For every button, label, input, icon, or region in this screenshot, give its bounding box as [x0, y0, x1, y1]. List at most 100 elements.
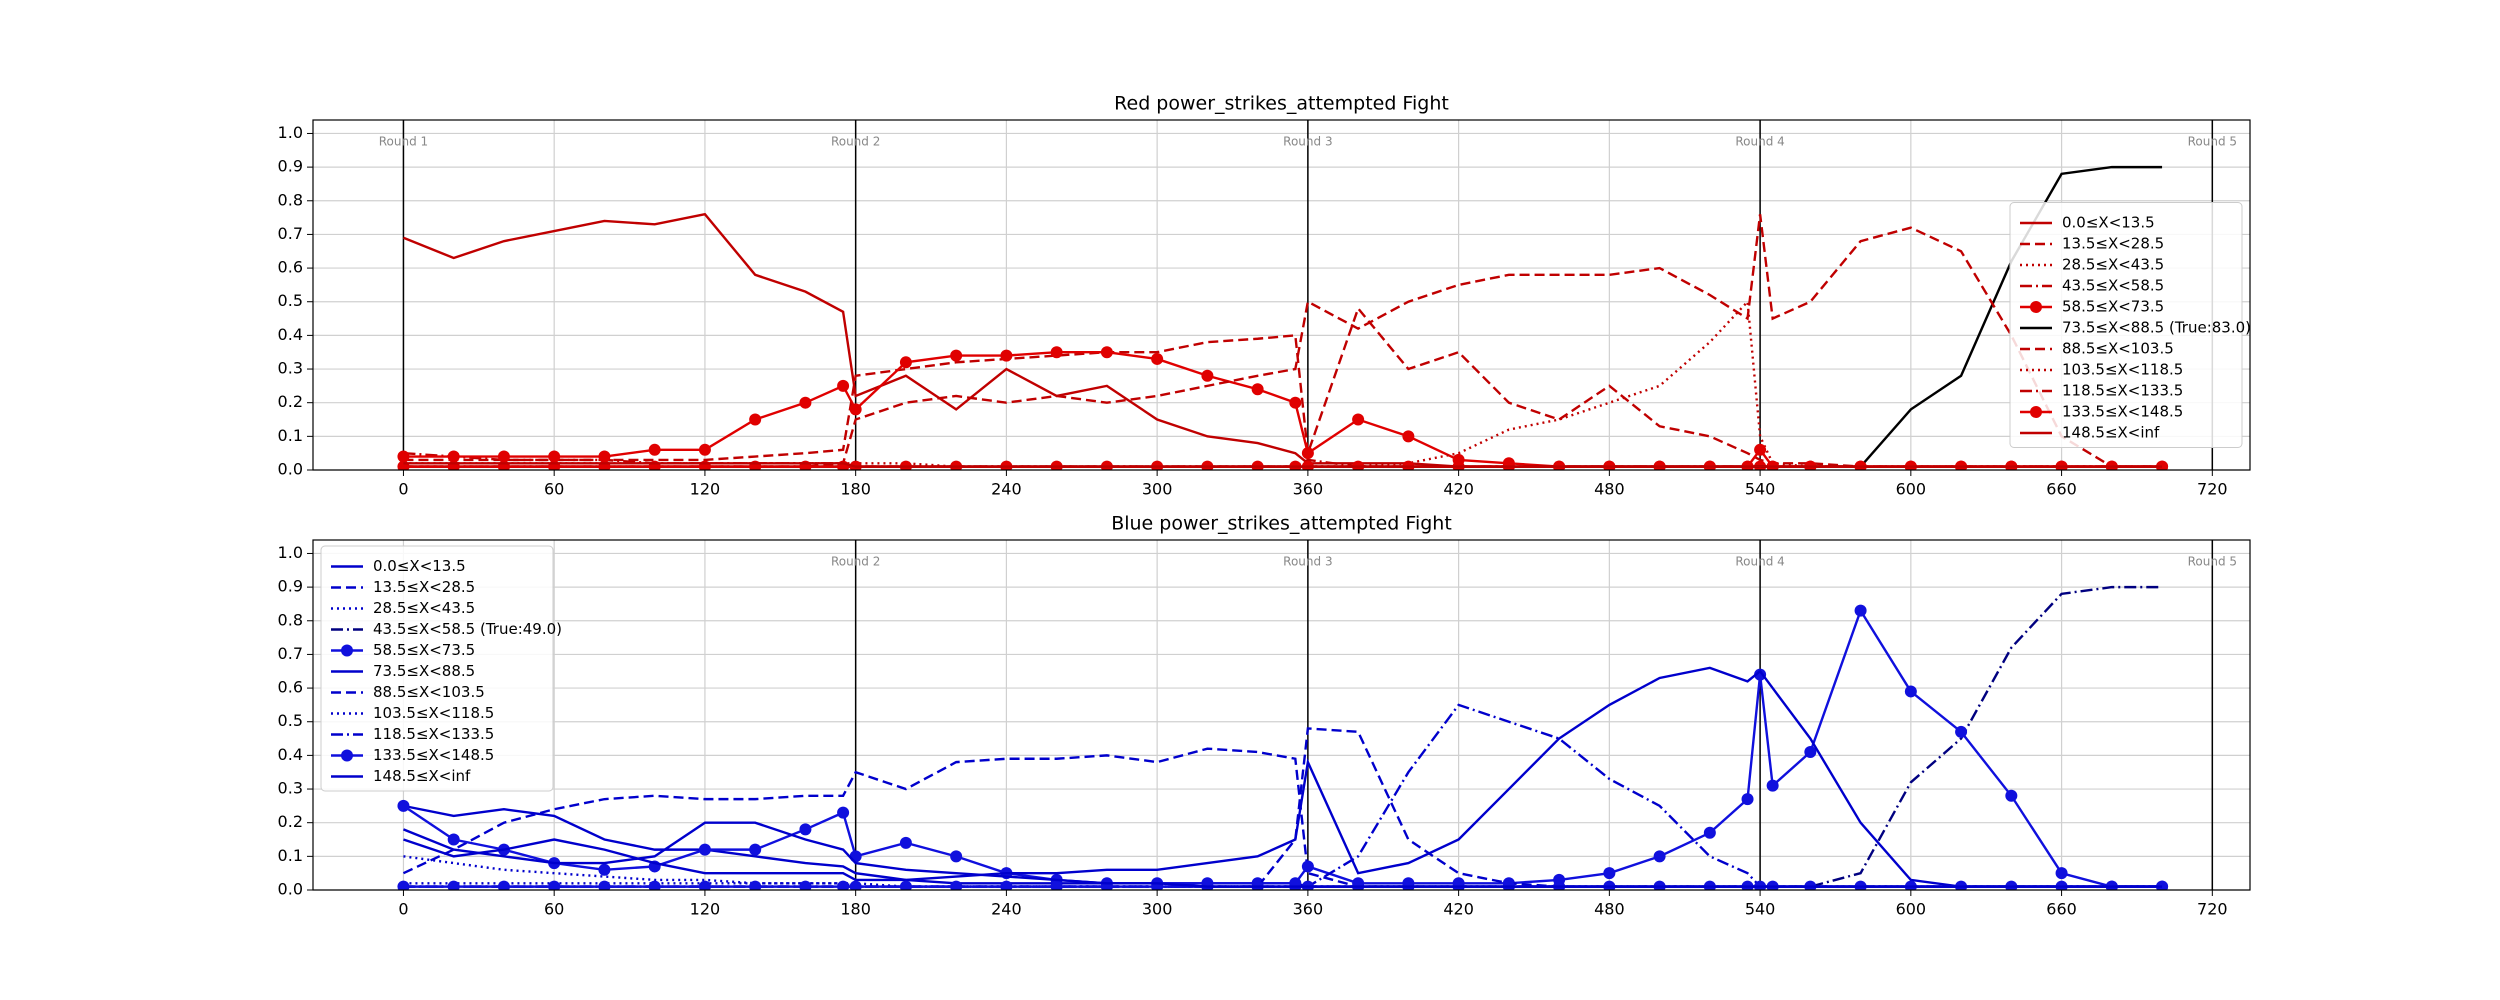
x-tick-label: 600 [1896, 900, 1927, 919]
x-tick-label: 360 [1293, 900, 1324, 919]
x-tick-label: 420 [1443, 900, 1474, 919]
point [1653, 850, 1666, 863]
round-label: Round 5 [2188, 555, 2237, 569]
legend-marker [2030, 406, 2042, 418]
point [1754, 443, 1767, 456]
legend-label: 43.5≤X<58.5 (True:49.0) [373, 620, 562, 638]
legend: 0.0≤X<13.5 13.5≤X<28.5 28.5≤X<43.5 43.5≤X<5… [2009, 202, 2251, 448]
legend: 0.0≤X<13.5 13.5≤X<28.5 28.5≤X<43.5 43.5≤X<5… [320, 545, 562, 792]
x-tick-label: 600 [1896, 480, 1927, 499]
point [1100, 346, 1113, 359]
legend-label: 133.5≤X<148.5 [2062, 403, 2183, 421]
point [497, 450, 510, 463]
legend-label: 103.5≤X<118.5 [2062, 361, 2183, 379]
point [1000, 880, 1013, 890]
point [837, 880, 850, 890]
point [837, 806, 850, 819]
y-tick-label: 0.8 [278, 610, 303, 629]
series-line [403, 214, 2163, 468]
x-tick-label: 0 [398, 480, 408, 499]
round-label: Round 5 [2188, 135, 2237, 149]
point [1955, 725, 1968, 738]
point [1301, 447, 1314, 460]
point [698, 880, 711, 890]
y-tick-label: 0.7 [278, 224, 303, 243]
x-tick-label: 540 [1745, 900, 1776, 919]
legend-label: 43.5≤X<58.5 [2062, 277, 2164, 295]
x-tick-label: 360 [1293, 480, 1324, 499]
point [837, 379, 850, 392]
point [849, 880, 862, 890]
x-tick-label: 480 [1594, 480, 1625, 499]
y-tick-label: 0.3 [278, 359, 303, 378]
legend-marker [341, 644, 353, 657]
point [2005, 789, 2018, 802]
y-tick-label: 0.7 [278, 644, 303, 663]
point [1766, 779, 1779, 792]
series-line [403, 462, 2163, 468]
legend-box [320, 545, 554, 792]
point [1741, 793, 1754, 806]
point [598, 880, 611, 890]
legend-label: 13.5≤X<28.5 [373, 578, 475, 596]
series-line [402, 607, 2163, 888]
legend-label: 88.5≤X<103.5 [373, 683, 485, 701]
point [397, 880, 410, 890]
x-tick-label: 660 [2046, 900, 2077, 919]
series-line [402, 821, 2163, 888]
point [799, 823, 812, 836]
point [1151, 352, 1164, 365]
legend-label: 28.5≤X<43.5 [373, 599, 475, 617]
round-label: Round 4 [1735, 555, 1784, 569]
point [799, 880, 812, 890]
legend-label: 148.5≤X<inf [373, 767, 471, 785]
x-tick-label: 420 [1443, 480, 1474, 499]
round-label: Round 3 [1283, 135, 1332, 149]
x-tick-label: 60 [544, 900, 564, 919]
point [447, 833, 460, 846]
x-tick-label: 240 [991, 480, 1022, 499]
y-tick-label: 0.6 [278, 678, 303, 697]
point [849, 850, 862, 863]
point [598, 863, 611, 876]
y-tick-label: 1.0 [278, 123, 303, 142]
point [2055, 867, 2068, 880]
point [1301, 860, 1314, 873]
legend-label: 88.5≤X<103.5 [2062, 340, 2174, 358]
point [1703, 826, 1716, 839]
series-line [403, 585, 2163, 888]
x-tick-label: 240 [991, 900, 1022, 919]
plot-area [313, 540, 2250, 890]
y-tick-label: 0.4 [278, 325, 303, 344]
point [1201, 369, 1214, 382]
axes: 0.0 0.1 0.2 0.3 0.4 0.5 0.6 0.7 0.8 0.9 1.0 0 60 120 1… [278, 513, 2251, 919]
point [899, 880, 912, 890]
axes-frame [312, 119, 2251, 471]
y-tick-label: 0.8 [278, 190, 303, 209]
point [1050, 346, 1063, 359]
point [698, 443, 711, 456]
point [849, 403, 862, 416]
chart-title: Blue power_strikes_attempted Fight [1111, 513, 1452, 535]
point [1603, 867, 1616, 880]
legend-box [2009, 202, 2243, 448]
point [749, 413, 762, 426]
point [1854, 604, 1867, 617]
y-tick-label: 1.0 [278, 543, 303, 562]
y-tick-label: 0.2 [278, 812, 303, 831]
legend-label: 13.5≤X<28.5 [2062, 235, 2164, 253]
y-tick-label: 0.9 [278, 577, 303, 596]
round-label: Round 4 [1735, 135, 1784, 149]
y-tick-label: 0.6 [278, 258, 303, 277]
point [950, 850, 963, 863]
legend-label: 73.5≤X<88.5 (True:83.0) [2062, 319, 2251, 337]
point [950, 880, 963, 890]
point [1754, 668, 1767, 681]
legend-label: 118.5≤X<133.5 [2062, 382, 2183, 400]
lines [397, 585, 2169, 890]
x-tick-label: 120 [690, 900, 721, 919]
legend-marker [2030, 301, 2042, 313]
round-label: Round 1 [379, 135, 428, 149]
point [447, 880, 460, 890]
